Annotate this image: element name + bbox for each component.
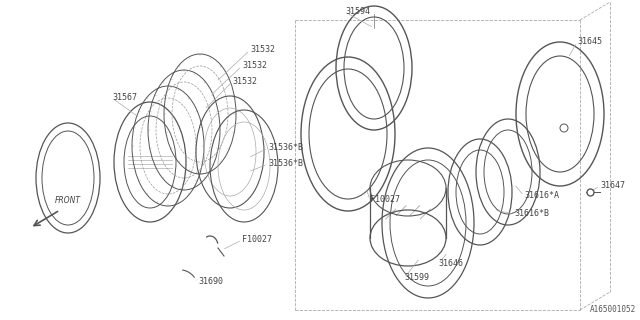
Text: 31616*B: 31616*B bbox=[514, 210, 549, 219]
Text: 31567: 31567 bbox=[112, 93, 137, 102]
Text: 31647: 31647 bbox=[600, 181, 625, 190]
Text: A165001052: A165001052 bbox=[589, 305, 636, 314]
Text: FRONT: FRONT bbox=[55, 196, 81, 205]
Text: 31646: 31646 bbox=[438, 260, 463, 268]
Text: 31599: 31599 bbox=[404, 274, 429, 283]
Text: 31536*B: 31536*B bbox=[268, 159, 303, 169]
Text: F10027: F10027 bbox=[242, 236, 272, 244]
Text: 31616*A: 31616*A bbox=[524, 191, 559, 201]
Text: 31690: 31690 bbox=[198, 277, 223, 286]
Text: 31594: 31594 bbox=[345, 7, 370, 17]
Text: 31532: 31532 bbox=[242, 61, 267, 70]
Text: F10027: F10027 bbox=[370, 196, 400, 204]
Text: 31645: 31645 bbox=[577, 37, 602, 46]
Text: 31532: 31532 bbox=[250, 45, 275, 54]
Text: 31536*B: 31536*B bbox=[268, 143, 303, 153]
Text: 31532: 31532 bbox=[232, 77, 257, 86]
